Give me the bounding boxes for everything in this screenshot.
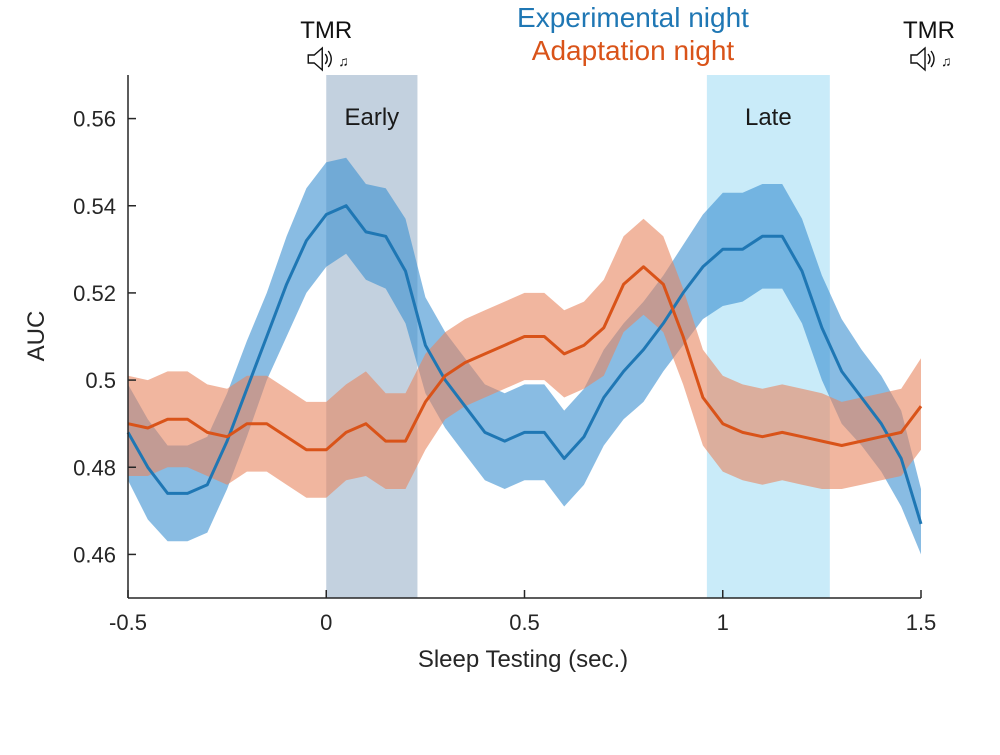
y-axis-label: AUC [23, 311, 50, 362]
x-axis-label: Sleep Testing (sec.) [418, 646, 628, 673]
legend-experimental-night: Experimental night [517, 2, 749, 33]
tmr-label: TMR [300, 17, 352, 44]
line-adaptation [127, 265, 923, 452]
x-tick-label: 0 [320, 610, 332, 635]
window-label-late: Late [745, 104, 792, 131]
y-tick-label: 0.56 [73, 107, 116, 132]
music-note-icon: ♫ [338, 53, 349, 69]
speaker-icon: ♫ [307, 46, 349, 72]
speaker-wave [327, 50, 332, 68]
y-tick-label: 0.54 [73, 194, 116, 219]
x-tick-label: 1 [717, 610, 729, 635]
x-tick-label: 0.5 [509, 610, 540, 635]
y-tick-label: 0.5 [85, 368, 116, 393]
speaker-body [910, 46, 926, 72]
speaker-wave [324, 53, 328, 65]
band-adaptation [128, 218, 921, 498]
y-tick-label: 0.52 [73, 281, 116, 306]
x-tick-label: 1.5 [906, 610, 937, 635]
legend-adaptation-night: Adaptation night [532, 35, 735, 66]
line-experimental [126, 204, 923, 525]
y-tick-label: 0.48 [73, 455, 116, 480]
speaker-wave [930, 50, 935, 68]
band-experimental [128, 157, 921, 555]
y-tick-label: 0.46 [73, 542, 116, 567]
window-label-early: Early [345, 104, 400, 131]
music-note-icon: ♫ [941, 53, 952, 69]
tmr-label: TMR [903, 17, 955, 44]
speaker-icon: ♫ [910, 46, 952, 72]
window-early [326, 75, 418, 598]
speaker-wave [927, 53, 931, 65]
speaker-body [307, 46, 323, 72]
x-tick-label: -0.5 [109, 610, 147, 635]
